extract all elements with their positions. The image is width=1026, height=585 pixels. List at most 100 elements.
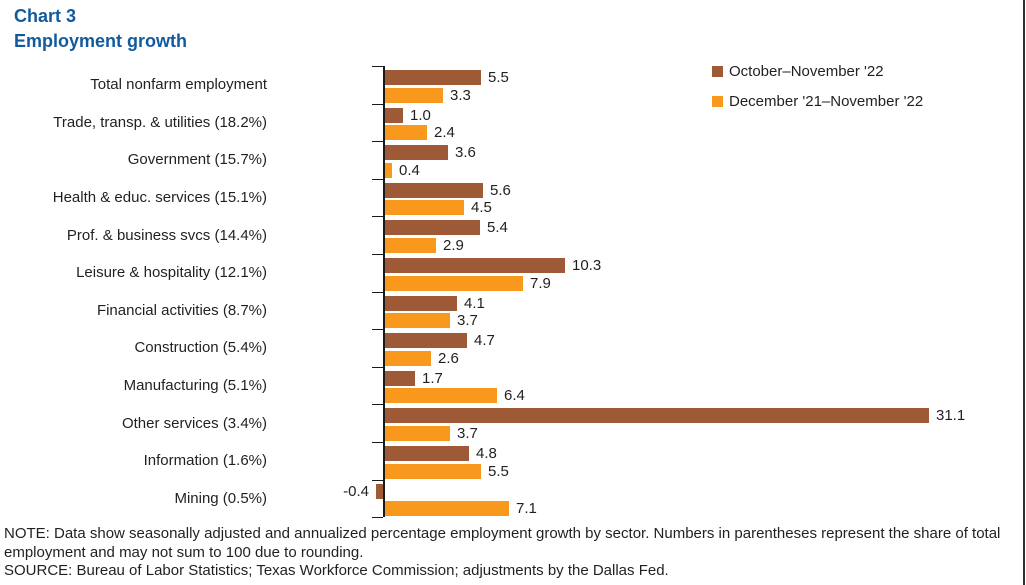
bar-oct-nov [385, 258, 565, 273]
bar-value-label: 2.6 [438, 349, 459, 367]
bar-dec-nov [385, 275, 523, 291]
window-right-edge [1023, 0, 1025, 585]
bar-value-label: 3.3 [450, 86, 471, 104]
category-label: Construction (5.4%) [134, 339, 267, 357]
axis-tick [372, 517, 383, 518]
bar-oct-nov [385, 408, 929, 424]
bar-value-label: 4.7 [474, 332, 495, 350]
chart-row: Total nonfarm employment 5.5 3.3 [0, 66, 1010, 104]
category-label: Manufacturing (5.1%) [123, 377, 267, 395]
axis-tick [372, 254, 383, 255]
bar-value-label: 10.3 [572, 257, 602, 274]
bar-dec-nov [385, 125, 427, 141]
legend-item: October–November '22 [712, 62, 923, 80]
chart-row: Prof. & business svcs (14.4%) 5.4 2.9 [0, 216, 1010, 254]
bar-value-label: 3.6 [455, 144, 476, 162]
bar-value-label: -0.4 [343, 482, 369, 500]
category-label: Total nonfarm employment [90, 76, 267, 94]
bar-oct-nov [385, 145, 448, 161]
bar-value-label: 1.7 [422, 369, 443, 387]
bar-dec-nov [385, 350, 431, 366]
bar-oct-nov [385, 182, 483, 198]
bar-oct-nov [385, 70, 481, 85]
bar-value-label: 3.7 [457, 312, 478, 330]
bar-value-label: 5.4 [487, 219, 508, 237]
bar-value-label: 0.4 [399, 161, 420, 179]
chart-row: Trade, transp. & utilities (18.2%) 1.0 2.4 [0, 104, 1010, 142]
bar-dec-nov [385, 313, 450, 329]
legend-label: October–November '22 [729, 62, 884, 80]
bar-dec-nov [385, 237, 436, 253]
legend: October–November '22 December '21–Novembe… [712, 63, 923, 123]
bar-value-label: 4.5 [471, 199, 492, 217]
category-label: Trade, transp. & utilities (18.2%) [53, 113, 267, 131]
chart-row: Health & educ. services (15.1%) 5.6 4.5 [0, 179, 1010, 217]
bar-oct-nov [385, 370, 415, 386]
bar-value-label: 2.9 [443, 236, 464, 254]
axis-tick [372, 179, 383, 180]
category-label: Health & educ. services (15.1%) [52, 189, 267, 207]
bar-dec-nov [385, 425, 450, 441]
axis-tick [372, 480, 383, 481]
bar-oct-nov [385, 295, 457, 311]
chart-row: Leisure & hospitality (12.1%) 10.3 7.9 [0, 254, 1010, 292]
chart-row: Other services (3.4%) 31.1 3.7 [0, 404, 1010, 442]
legend-item: December '21–November '22 [712, 92, 924, 110]
bar-oct-nov [385, 333, 467, 349]
note-text: NOTE: Data show seasonally adjusted and … [4, 525, 1001, 561]
bar-dec-nov [385, 463, 481, 479]
bar-value-label: 2.4 [434, 124, 455, 142]
footnotes: NOTE: Data show seasonally adjusted and … [4, 525, 1022, 581]
source-text: SOURCE: Bureau of Labor Statistics; Texa… [4, 562, 669, 579]
axis-tick [372, 367, 383, 368]
category-label: Mining (0.5%) [174, 489, 267, 507]
bar-dec-nov [385, 388, 497, 404]
bar-oct-nov [376, 483, 383, 499]
category-label: Financial activities (8.7%) [96, 301, 267, 319]
chart-number: Chart 3 [14, 6, 77, 26]
axis-tick [372, 66, 383, 67]
chart-row: Information (1.6%) 4.8 5.5 [0, 442, 1010, 480]
bar-dec-nov [385, 501, 509, 517]
y-axis-line [383, 66, 385, 518]
axis-tick [372, 404, 383, 405]
category-label: Government (15.7%) [127, 151, 267, 169]
bar-value-label: 4.8 [476, 445, 497, 462]
bar-value-label: 5.6 [490, 181, 511, 199]
legend-swatch [712, 65, 723, 77]
bar-dec-nov [385, 162, 392, 178]
bar-value-label: 1.0 [410, 106, 431, 124]
bar-value-label: 5.5 [488, 69, 509, 86]
axis-tick [372, 216, 383, 217]
chart-row: Manufacturing (5.1%) 1.7 6.4 [0, 367, 1010, 405]
chart-title: Employment growth [14, 31, 188, 51]
chart-row: Financial activities (8.7%) 4.1 3.7 [0, 292, 1010, 330]
bar-value-label: 4.1 [464, 294, 485, 312]
chart-row: Mining (0.5%) -0.4 7.1 [0, 480, 1010, 518]
bar-value-label: 7.1 [516, 500, 537, 518]
bar-value-label: 7.9 [530, 274, 551, 292]
legend-label: December '21–November '22 [729, 92, 924, 110]
category-label: Leisure & hospitality (12.1%) [76, 264, 267, 282]
bar-value-label: 6.4 [504, 387, 525, 405]
chart-row: Government (15.7%) 3.6 0.4 [0, 141, 1010, 179]
category-label: Prof. & business svcs (14.4%) [66, 226, 267, 244]
bar-value-label: 3.7 [457, 424, 478, 442]
chart-row: Construction (5.4%) 4.7 2.6 [0, 329, 1010, 367]
bar-oct-nov [385, 220, 480, 236]
axis-tick [372, 104, 383, 105]
bar-value-label: 31.1 [936, 407, 966, 425]
bar-dec-nov [385, 87, 443, 103]
legend-swatch [712, 95, 723, 107]
bar-dec-nov [385, 200, 464, 216]
bar-chart: Total nonfarm employment 5.5 3.3 Trade, tra… [0, 66, 1010, 518]
category-label: Other services (3.4%) [121, 414, 267, 432]
bar-oct-nov [385, 107, 403, 123]
category-label: Information (1.6%) [143, 452, 267, 470]
title-block: Chart 3 Employment growth [14, 4, 187, 54]
bar-value-label: 5.5 [488, 462, 509, 480]
axis-tick [372, 141, 383, 142]
bar-oct-nov [385, 446, 469, 461]
axis-tick [372, 329, 383, 330]
